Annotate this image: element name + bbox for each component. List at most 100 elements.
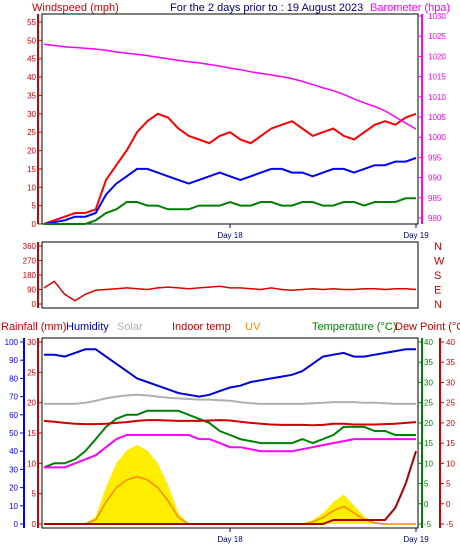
direction-y-tick-label: 0 xyxy=(32,300,37,309)
temp-y-tick-label: 30 xyxy=(424,378,433,387)
wind-y-tick-label: 0 xyxy=(32,220,37,229)
rain-y-tick-label: 90 xyxy=(9,356,18,365)
humidity-series-line xyxy=(44,348,416,398)
rainfall-label: Rainfall (mm) xyxy=(1,321,66,333)
wind-y-tick-label: 45 xyxy=(27,55,36,64)
rain-y-tick-label: 100 xyxy=(5,338,19,347)
direction-y-tick-label: 270 xyxy=(23,257,37,266)
temp-y-tick-label: 40 xyxy=(424,338,433,347)
humidity-y-tick-label: 0 xyxy=(32,520,37,529)
uv-label: UV xyxy=(245,321,261,333)
barometer-y-tick-label: 990 xyxy=(428,174,442,183)
rain-y-tick-label: 20 xyxy=(9,484,18,493)
barometer-y-tick-label: 1005 xyxy=(428,113,446,122)
wind-y-tick-label: 20 xyxy=(27,147,36,156)
barometer-y-tick-label: 1000 xyxy=(428,133,446,142)
solar-label: Solar xyxy=(117,321,143,333)
barometer-y-tick-label: 1020 xyxy=(428,52,446,61)
direction-series-line xyxy=(43,280,417,302)
temp-x-tick-label: Day 18 xyxy=(217,535,243,544)
direction-y-tick-label: 180 xyxy=(23,271,37,280)
temp-x-tick-label: Day 19 xyxy=(403,535,429,544)
wind-y-tick-label: 15 xyxy=(27,165,36,174)
dewpoint-y-tick-label: 15 xyxy=(446,439,455,448)
rain-y-tick-label: 50 xyxy=(9,429,18,438)
barometer-y-tick-label: 1030 xyxy=(428,12,446,21)
rain-y-tick-label: 10 xyxy=(9,502,18,511)
page-title: For the 2 days prior to : 19 August 2023 xyxy=(170,2,363,14)
barometer-y-tick-label: 980 xyxy=(428,214,442,223)
temp-y-tick-label: 25 xyxy=(424,399,433,408)
solar-series-line xyxy=(44,393,416,405)
indoor-temp-label: Indoor temp xyxy=(172,321,231,333)
dew-point-label: Dew Point (°C) xyxy=(395,321,460,333)
dewpoint-y-tick-label: 0 xyxy=(446,500,451,509)
wind-y-tick-label: 30 xyxy=(27,110,36,119)
temp-y-tick-label: 0 xyxy=(424,500,429,509)
barometer-axis-title: Barometer (hpa) xyxy=(370,2,450,14)
direction-y-tick-label: 360 xyxy=(23,242,37,251)
low-series-line xyxy=(44,197,416,225)
compass-label: S xyxy=(434,270,441,282)
avg-series-line xyxy=(43,156,417,225)
compass-label: E xyxy=(434,285,441,297)
wind-y-tick-label: 5 xyxy=(32,202,37,211)
temp-y-tick-label: 15 xyxy=(424,439,433,448)
dewpoint-y-tick-label: 20 xyxy=(446,419,455,428)
temp-y-tick-label: -5 xyxy=(424,520,432,529)
rain-y-tick-label: 40 xyxy=(9,447,18,456)
humidity-y-tick-label: 25 xyxy=(27,368,36,377)
compass-label: W xyxy=(434,256,445,268)
gust-series-line xyxy=(43,112,417,225)
barometer-y-tick-label: 995 xyxy=(428,153,442,162)
humidity-y-tick-label: 15 xyxy=(27,429,36,438)
wind-barometer-chart: 0510152025303540455055980985990995100010… xyxy=(27,12,446,240)
dewpoint-series-line xyxy=(44,434,416,469)
rain-series-line xyxy=(44,450,417,525)
temp-y-tick-label: 5 xyxy=(424,480,429,489)
temperature-label: Temperature (°C) xyxy=(312,321,396,333)
rain-y-tick-label: 80 xyxy=(9,374,18,383)
dewpoint-y-tick-label: 40 xyxy=(446,338,455,347)
rain-y-tick-label: 60 xyxy=(9,411,18,420)
barometer-y-tick-label: 985 xyxy=(428,194,442,203)
temp-y-tick-label: 10 xyxy=(424,459,433,468)
temp-plot-frame xyxy=(41,337,419,529)
wind-y-tick-label: 35 xyxy=(27,91,36,100)
dewpoint-y-tick-label: 5 xyxy=(446,480,451,489)
dewpoint-y-tick-label: 35 xyxy=(446,358,455,367)
compass-label: N xyxy=(434,241,442,253)
barometer-y-tick-label: 1015 xyxy=(428,73,446,82)
humidity-y-tick-label: 5 xyxy=(32,490,37,499)
indoor-series-line xyxy=(43,419,417,427)
compass-label: N xyxy=(434,299,442,311)
rain-y-tick-label: 30 xyxy=(9,465,18,474)
dewpoint-y-tick-label: 30 xyxy=(446,378,455,387)
wind-y-tick-label: 25 xyxy=(27,128,36,137)
temperature-series-line xyxy=(43,409,416,469)
wind-y-tick-label: 40 xyxy=(27,73,36,82)
windspeed-axis-title: Windspeed (mph) xyxy=(32,2,119,14)
direction-plot-frame xyxy=(41,241,419,309)
barometer-series-line xyxy=(43,43,417,130)
barometer-y-tick-label: 1025 xyxy=(428,32,446,41)
dewpoint-y-tick-label: 10 xyxy=(446,459,455,468)
uv-area xyxy=(44,444,416,524)
rain-y-tick-label: 70 xyxy=(9,393,18,402)
temperature-chart: 0102030405060708090100051015202530-50510… xyxy=(5,337,455,544)
rain-y-tick-label: 0 xyxy=(14,520,19,529)
direction-y-tick-label: 90 xyxy=(27,286,36,295)
dewpoint-y-tick-label: -5 xyxy=(446,520,454,529)
temp-y-tick-label: 35 xyxy=(424,358,433,367)
humidity-y-tick-label: 30 xyxy=(27,338,36,347)
wind-plot-frame xyxy=(41,13,419,225)
barometer-y-tick-label: 1010 xyxy=(428,93,446,102)
wind-x-tick-label: Day 18 xyxy=(217,231,243,240)
wind-x-tick-label: Day 19 xyxy=(403,231,429,240)
wind-y-tick-label: 55 xyxy=(27,18,36,27)
humidity-y-tick-label: 10 xyxy=(27,459,36,468)
temp-y-tick-label: 20 xyxy=(424,419,433,428)
